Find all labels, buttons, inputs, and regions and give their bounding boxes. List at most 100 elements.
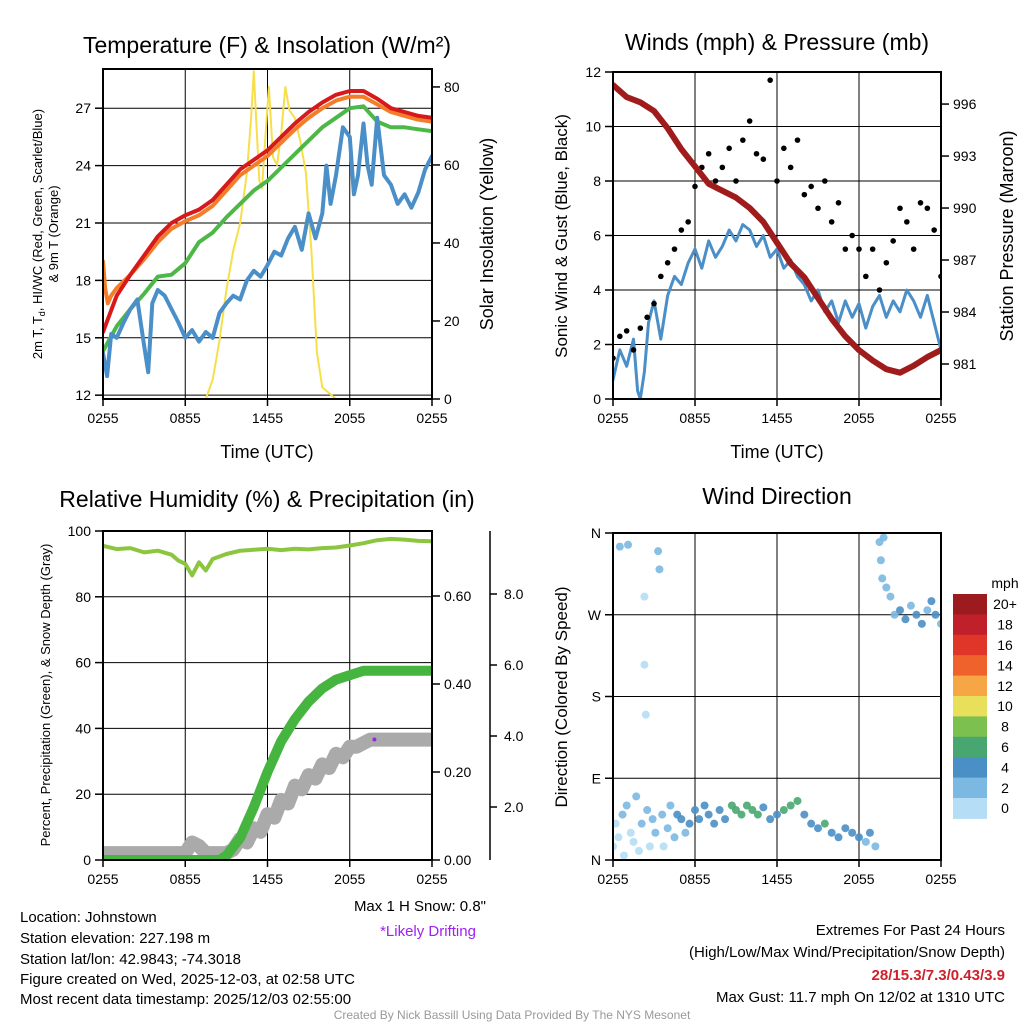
wind-direction-point — [637, 819, 646, 828]
wind-direction-point — [670, 833, 679, 842]
gust-point — [692, 183, 698, 190]
y-tick-label: 27 — [75, 100, 91, 116]
latlon-text: Station lat/lon: 42.9843; -74.3018 — [20, 951, 241, 968]
gust-point — [617, 333, 623, 340]
wind-direction-point — [759, 803, 768, 812]
y2-tick-label: 0 — [444, 391, 452, 407]
wind-direction-point — [807, 819, 816, 828]
gust-point — [835, 200, 842, 206]
gust-point — [644, 314, 650, 321]
temperature-x-label: Time (UTC) — [220, 442, 313, 462]
wind-direction-point — [618, 810, 627, 819]
wind-direction-point — [931, 610, 940, 619]
wind-direction-point — [704, 810, 713, 819]
gust-point — [651, 300, 657, 307]
colorbar-label: 20+ — [993, 596, 1017, 612]
wind_direction-plot-frame — [612, 532, 942, 861]
extremes-values: 28/15.3/7.3/0.43/3.9 — [872, 967, 1005, 984]
y2-tick-label: 0.00 — [444, 852, 471, 868]
wind-direction-point — [641, 710, 650, 719]
wind-direction-point — [855, 833, 863, 842]
wind-direction-point — [820, 819, 829, 828]
wind-direction-point — [648, 815, 657, 824]
y-tick-label: 2 — [593, 337, 601, 353]
winds-x-label: Time (UTC) — [730, 442, 823, 462]
gust-point — [904, 219, 910, 225]
colorbar-swatch — [953, 675, 987, 697]
gust-point — [623, 328, 630, 334]
wind-direction-point — [766, 815, 775, 824]
gust-point — [931, 227, 937, 233]
y-tick-label: W — [588, 607, 602, 623]
temperature-y2-label: Solar Insolation (Yellow) — [477, 138, 497, 330]
x-tick-label: 0855 — [170, 871, 201, 887]
max-gust-text: Max Gust: 11.7 mph On 12/02 at 1310 UTC — [716, 989, 1005, 1006]
wind-direction-point — [827, 828, 836, 837]
wind-direction-point — [871, 842, 880, 851]
gust-point — [890, 238, 896, 244]
gust-point — [787, 164, 794, 171]
gust-point — [726, 145, 732, 152]
temperature-plot-frame — [102, 68, 433, 400]
winds-chart-title: Winds (mph) & Pressure (mb) — [625, 29, 929, 55]
colorbar-swatch — [953, 716, 987, 738]
winds-plot-frame — [612, 71, 942, 400]
y-tick-label: 6 — [593, 228, 601, 244]
y2-tick-label: 993 — [953, 148, 977, 164]
wind-direction-point — [896, 606, 904, 615]
y2-tick-label: 0.40 — [444, 676, 471, 692]
y-tick-label: 18 — [75, 272, 91, 288]
wind-direction-point — [779, 806, 788, 815]
y-tick-label: N — [591, 852, 601, 868]
wind-direction-point — [640, 592, 649, 601]
temperature-y-label: 2m T, Td, HI/WC (Red, Green, Scarlet/Blu… — [30, 109, 47, 359]
colorbar-swatch — [953, 655, 987, 677]
colorbar-label: 16 — [997, 637, 1013, 653]
gust-point — [822, 178, 828, 184]
y-tick-label: 12 — [75, 387, 91, 403]
humidity-series-layer — [103, 536, 432, 860]
wind-direction-point — [814, 824, 822, 833]
wind-direction-point — [710, 819, 719, 828]
speed-colorbar: mph 20+ 18 16 14 12 10 8 6 4 2 0 — [953, 575, 1019, 819]
wind-direction-point — [793, 796, 802, 805]
wind-direction-point — [658, 810, 667, 819]
x-tick-label: 1455 — [761, 871, 792, 887]
wind-direction-point — [645, 842, 654, 851]
snow-tick-label: 4.0 — [504, 728, 524, 744]
y-tick-label: 0 — [593, 391, 601, 407]
wind-direction-point — [927, 597, 936, 606]
colorbar-label: 2 — [1001, 780, 1009, 796]
gust-point — [883, 259, 890, 266]
y-tick-label: 80 — [75, 589, 91, 605]
wind-direction-chart-title: Wind Direction — [702, 483, 852, 509]
snow-depth-line — [103, 732, 432, 860]
wind-direction-point — [841, 824, 850, 833]
temperature-series-layer — [103, 70, 432, 399]
y-tick-label: 100 — [68, 523, 92, 539]
relative-humidity-line — [103, 536, 432, 578]
wind-direction-point — [882, 583, 891, 592]
y2-tick-label: 0.60 — [444, 588, 471, 604]
gust-point — [630, 347, 637, 353]
winds-y2-label: Station Pressure (Maroon) — [997, 130, 1017, 341]
extremes-title: Extremes For Past 24 Hours — [816, 922, 1005, 939]
gust-point — [863, 273, 869, 280]
x-tick-label: 0855 — [679, 871, 710, 887]
wind-direction-point — [614, 833, 623, 842]
colorbar-label: 4 — [1001, 759, 1009, 775]
station-pressure-line — [613, 82, 941, 376]
gust-point — [781, 145, 787, 152]
dewpoint-line — [103, 115, 432, 378]
snow-tick-label: 8.0 — [504, 586, 524, 602]
y-tick-label: 8 — [593, 173, 601, 189]
y2-tick-label: 996 — [953, 96, 977, 112]
gust-point — [801, 191, 808, 198]
gust-point — [760, 156, 767, 162]
wind-direction-point — [624, 540, 633, 549]
x-tick-label: 0255 — [416, 410, 447, 426]
plots-layer: 0255 0855 1455 2055 025512151821242702040608… — [68, 64, 1019, 887]
colorbar-label: 8 — [1001, 719, 1009, 735]
wind-direction-point — [901, 615, 910, 624]
gust-point — [910, 246, 917, 252]
